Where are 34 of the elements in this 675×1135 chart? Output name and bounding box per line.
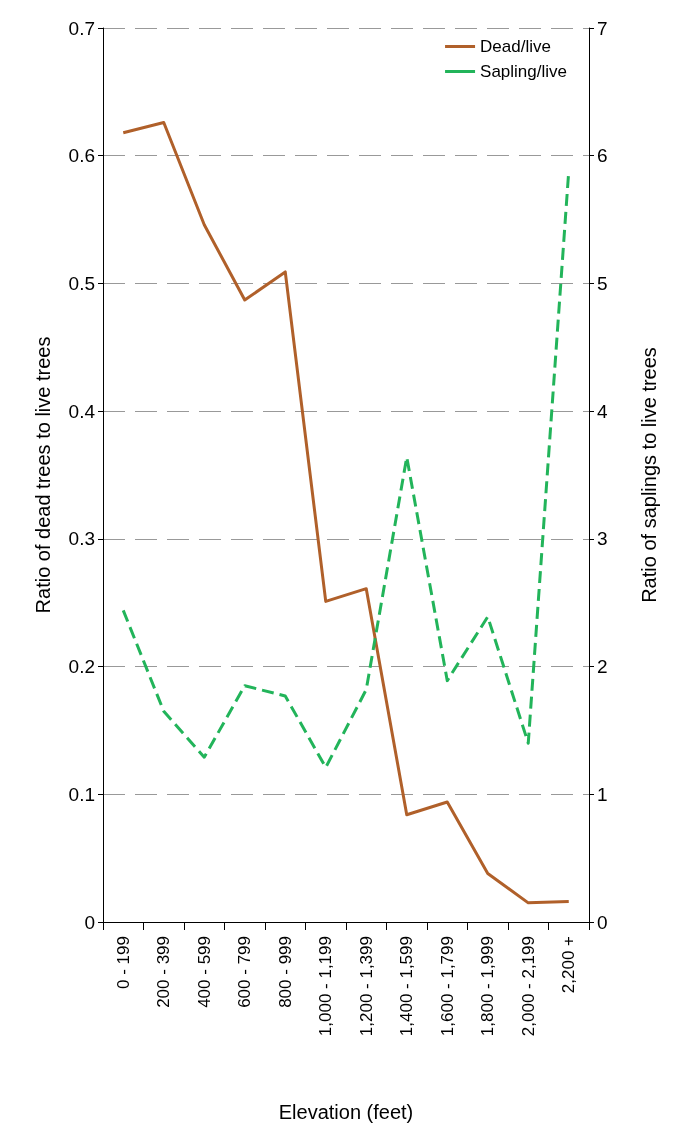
y-tick-label: 0.7 — [68, 17, 95, 39]
y-axis-title: Ratio of dead trees to live trees — [32, 336, 54, 614]
x-tick-label: 1,800 - 1,999 — [478, 936, 498, 1037]
y-tick-label: 0 — [84, 911, 95, 933]
y2-tick-label: 2 — [597, 656, 608, 678]
y-tick-label: 0.1 — [68, 783, 95, 805]
x-tick-label: 1,000 - 1,199 — [316, 936, 336, 1037]
x-tick-label: 1,400 - 1,599 — [397, 936, 417, 1037]
y2-tick-label: 4 — [597, 400, 608, 422]
x-tick-label: 800 - 999 — [275, 936, 295, 1008]
y2-tick-label: 5 — [597, 272, 608, 294]
y2-tick-label: 3 — [597, 528, 608, 550]
x-tick-label: 2,200 + — [559, 935, 579, 994]
x-tick-label: 0 - 199 — [113, 936, 133, 989]
y-tick-label: 0.6 — [68, 145, 95, 167]
y2-tick-label: 6 — [597, 145, 608, 167]
x-tick-label: 400 - 599 — [194, 936, 214, 1008]
y-tick-label: 0.2 — [68, 656, 95, 678]
y2-tick-label: 0 — [597, 911, 608, 933]
y-tick-label: 0.3 — [68, 528, 95, 550]
legend-label: Dead/live — [480, 37, 551, 56]
x-tick-label: 1,600 - 1,799 — [437, 936, 457, 1037]
y2-tick-label: 7 — [597, 17, 608, 39]
x-tick-label: 2,000 - 2,199 — [518, 936, 538, 1037]
x-tick-label: 600 - 799 — [235, 936, 255, 1008]
x-axis-title: Elevation (feet) — [278, 1101, 414, 1123]
legend-label: Sapling/live — [480, 62, 568, 81]
y2-axis-title: Ratio of saplings to live trees — [638, 347, 660, 603]
x-tick-label: 1,200 - 1,399 — [356, 936, 376, 1037]
line-series — [121, 121, 571, 905]
y-tick-label: 0.5 — [68, 272, 95, 294]
y-tick-label: 0.4 — [68, 400, 96, 422]
x-tick-label: 200 - 399 — [154, 936, 174, 1008]
y2-tick-label: 1 — [597, 783, 608, 805]
